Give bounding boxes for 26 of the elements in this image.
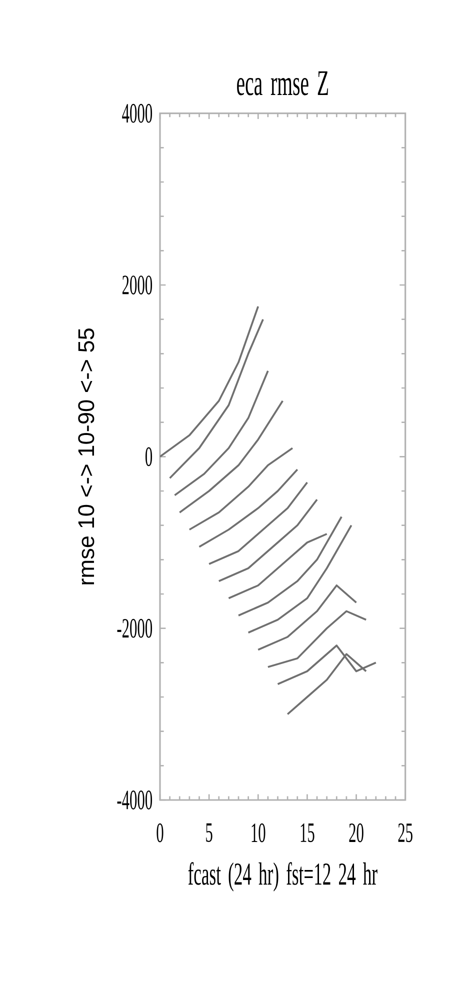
- x-tick-label: 5: [206, 823, 212, 842]
- line-series: [238, 516, 342, 616]
- line-series: [208, 481, 308, 565]
- line-series: [174, 370, 269, 496]
- line-series: [257, 584, 358, 651]
- chart-title: eca rmse Z: [237, 71, 328, 96]
- y-tick-label: 0: [146, 447, 152, 466]
- y-tick-label: 4000: [122, 104, 152, 123]
- line-series: [267, 610, 368, 668]
- line-series: [178, 400, 284, 514]
- line-series: [218, 498, 318, 582]
- x-tick-label: 25: [398, 823, 412, 842]
- line-series: [160, 306, 260, 458]
- y-tick-label: -2000: [117, 618, 152, 638]
- x-tick-label: 10: [252, 823, 266, 842]
- line-series: [168, 318, 264, 480]
- y-axis-title: rmse 10 <-> 10-90 <-> 55: [78, 328, 94, 584]
- line-series: [247, 524, 352, 634]
- y-tick-label: -4000: [117, 790, 152, 810]
- x-tick-label: 20: [349, 823, 364, 842]
- line-series: [188, 447, 294, 531]
- x-tick-label: 15: [300, 823, 314, 842]
- line-series: [198, 468, 298, 548]
- x-axis-title: fcast (24 hr) fst=12 24 hr: [188, 862, 378, 892]
- line-series: [228, 532, 328, 600]
- y-tick-label: 2000: [122, 276, 152, 294]
